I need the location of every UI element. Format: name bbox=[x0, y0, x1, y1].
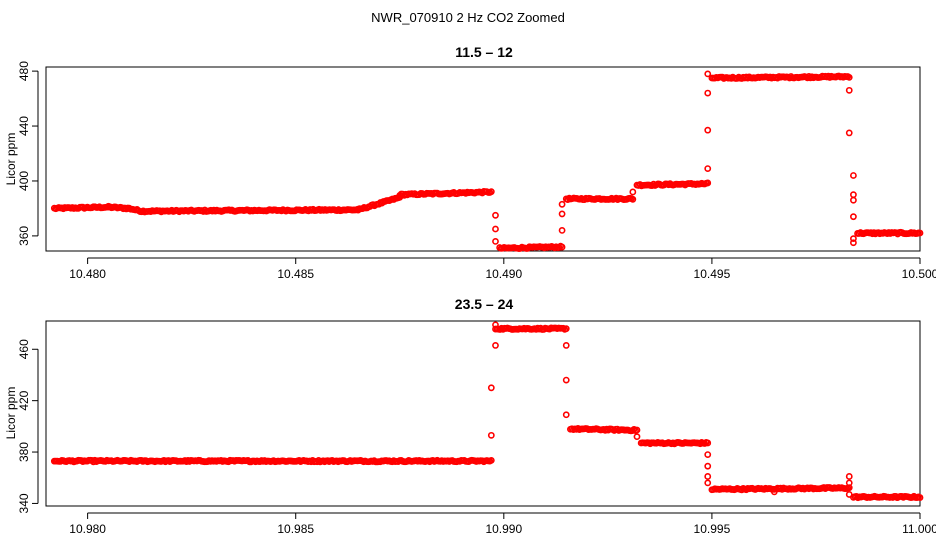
panel-top-transition-point-0 bbox=[492, 211, 499, 219]
panel-top-title: 11.5 – 12 bbox=[455, 44, 513, 60]
panel-top-segment-6-point bbox=[555, 244, 563, 251]
panel-top-transition-point-6 bbox=[629, 188, 637, 196]
panel-bottom-transition-point-9 bbox=[704, 462, 712, 470]
panel-top-transition-point-8 bbox=[704, 126, 712, 134]
panel-bottom-transition-point-2 bbox=[492, 342, 499, 349]
panel-bottom-y-tick-label: 340 bbox=[17, 493, 31, 513]
panel-top-segment-6-point bbox=[558, 243, 566, 251]
panel-bottom-x-tick-label: 10.995 bbox=[694, 522, 731, 536]
panel-top-y-tick-label: 480 bbox=[17, 61, 31, 81]
panel-bottom-x-tick-label: 10.985 bbox=[277, 522, 314, 536]
panel-bottom-x-axis: 10.980 10.985 10.990 10.995 11.000 bbox=[69, 512, 936, 536]
panel-top-x-tick-label: 10.490 bbox=[485, 267, 522, 281]
panel-top-y-axis: 360 400 440 480 bbox=[17, 61, 39, 246]
panel-bottom-transition-point-4 bbox=[562, 342, 570, 349]
panel-bottom-transition-point-13 bbox=[845, 473, 853, 480]
panel-bottom-transition-point-5 bbox=[562, 376, 570, 384]
panel-top-y-tick-label: 360 bbox=[17, 226, 31, 246]
panel-bottom-title: 23.5 – 24 bbox=[455, 296, 514, 312]
panel-top-transition-point-17 bbox=[850, 235, 857, 243]
panel-top-transition-point-3 bbox=[558, 226, 566, 234]
panel-bottom-segment-5-point bbox=[916, 494, 924, 501]
panel-top-transition-point-11 bbox=[845, 86, 853, 94]
panel-top-x-tick-label: 10.495 bbox=[694, 267, 731, 281]
panel-top-x-tick-label: 10.500 bbox=[902, 267, 936, 281]
panel-top-segment-5-point bbox=[487, 188, 495, 196]
panel-bottom: 23.5 – 24 10.980 10.985 10.990 10.995 11.000… bbox=[4, 296, 936, 536]
panel-bottom-y-axis-label: Licor ppm bbox=[4, 387, 18, 440]
panel-bottom-x-tick-label: 11.000 bbox=[902, 522, 936, 536]
panel-bottom-segment-2-point bbox=[633, 426, 641, 434]
panel-bottom-transition-point-10 bbox=[704, 473, 712, 480]
panel-top-segment-9-point bbox=[845, 73, 853, 81]
panel-bottom-transition-point-12 bbox=[770, 488, 778, 496]
panel-bottom-transition-point-14 bbox=[845, 479, 853, 487]
panel-bottom-transition-point-8 bbox=[704, 451, 712, 459]
panel-bottom-transition-point-7 bbox=[633, 433, 641, 441]
panel-bottom-y-tick-label: 420 bbox=[17, 390, 31, 410]
panel-bottom-y-axis: 340 380 420 460 bbox=[17, 339, 39, 513]
panel-bottom-transition-point-3 bbox=[492, 321, 499, 329]
panel-top-y-axis-label: Licor ppm bbox=[4, 133, 18, 186]
panel-top-transition-point-13 bbox=[850, 172, 857, 179]
panel-bottom-y-tick-label: 380 bbox=[17, 442, 31, 462]
panel-bottom-transition-point-0 bbox=[487, 431, 495, 439]
panel-bottom-transition-point-11 bbox=[704, 479, 712, 487]
panel-top-segment-10-point bbox=[916, 229, 924, 237]
panel-top-transition-point-16 bbox=[850, 213, 857, 221]
figure-title: NWR_070910 2 Hz CO2 Zoomed bbox=[371, 10, 565, 25]
panel-top-transition-point-4 bbox=[558, 210, 566, 218]
panel-top-x-tick-label: 10.485 bbox=[277, 267, 314, 281]
panel-top-plot-area bbox=[45, 66, 921, 252]
panel-top-transition-point-12 bbox=[845, 129, 853, 137]
panel-top: 11.5 – 12 10.480 10.485 10.490 10.495 10.500… bbox=[4, 44, 936, 281]
panel-top-transition-point-9 bbox=[704, 89, 712, 97]
panel-bottom-segment-1-point bbox=[562, 325, 570, 333]
panel-top-transition-point-5 bbox=[558, 200, 566, 208]
panel-top-x-tick-label: 10.480 bbox=[69, 267, 106, 281]
panel-bottom-transition-point-15 bbox=[845, 491, 853, 498]
panel-top-transition-point-10 bbox=[704, 70, 712, 78]
panel-top-transition-point-1 bbox=[492, 225, 499, 233]
panel-bottom-points bbox=[50, 321, 924, 502]
panel-top-transition-point-2 bbox=[492, 237, 499, 245]
panel-top-segment-8-point bbox=[704, 179, 712, 187]
panel-bottom-segment-3-point bbox=[704, 439, 712, 447]
panel-bottom-transition-point-1 bbox=[487, 384, 495, 392]
panel-bottom-transition-point-6 bbox=[562, 411, 570, 419]
panel-top-transition-point-14 bbox=[850, 191, 857, 199]
panel-bottom-x-tick-label: 10.980 bbox=[69, 522, 106, 536]
panel-top-y-tick-label: 400 bbox=[17, 171, 31, 191]
panel-bottom-x-tick-label: 10.990 bbox=[485, 522, 522, 536]
panel-bottom-segment-0-point bbox=[487, 456, 495, 464]
panel-top-x-axis: 10.480 10.485 10.490 10.495 10.500 bbox=[69, 257, 936, 281]
panel-top-points bbox=[50, 70, 924, 252]
panel-top-transition-point-7 bbox=[704, 165, 712, 173]
panel-top-segment-7-point bbox=[629, 195, 637, 203]
panel-bottom-plot-area bbox=[45, 320, 921, 507]
panel-top-transition-point-18 bbox=[850, 239, 857, 247]
panel-top-transition-point-15 bbox=[850, 196, 857, 204]
panel-top-y-tick-label: 440 bbox=[17, 116, 31, 136]
panel-bottom-y-tick-label: 460 bbox=[17, 339, 31, 359]
